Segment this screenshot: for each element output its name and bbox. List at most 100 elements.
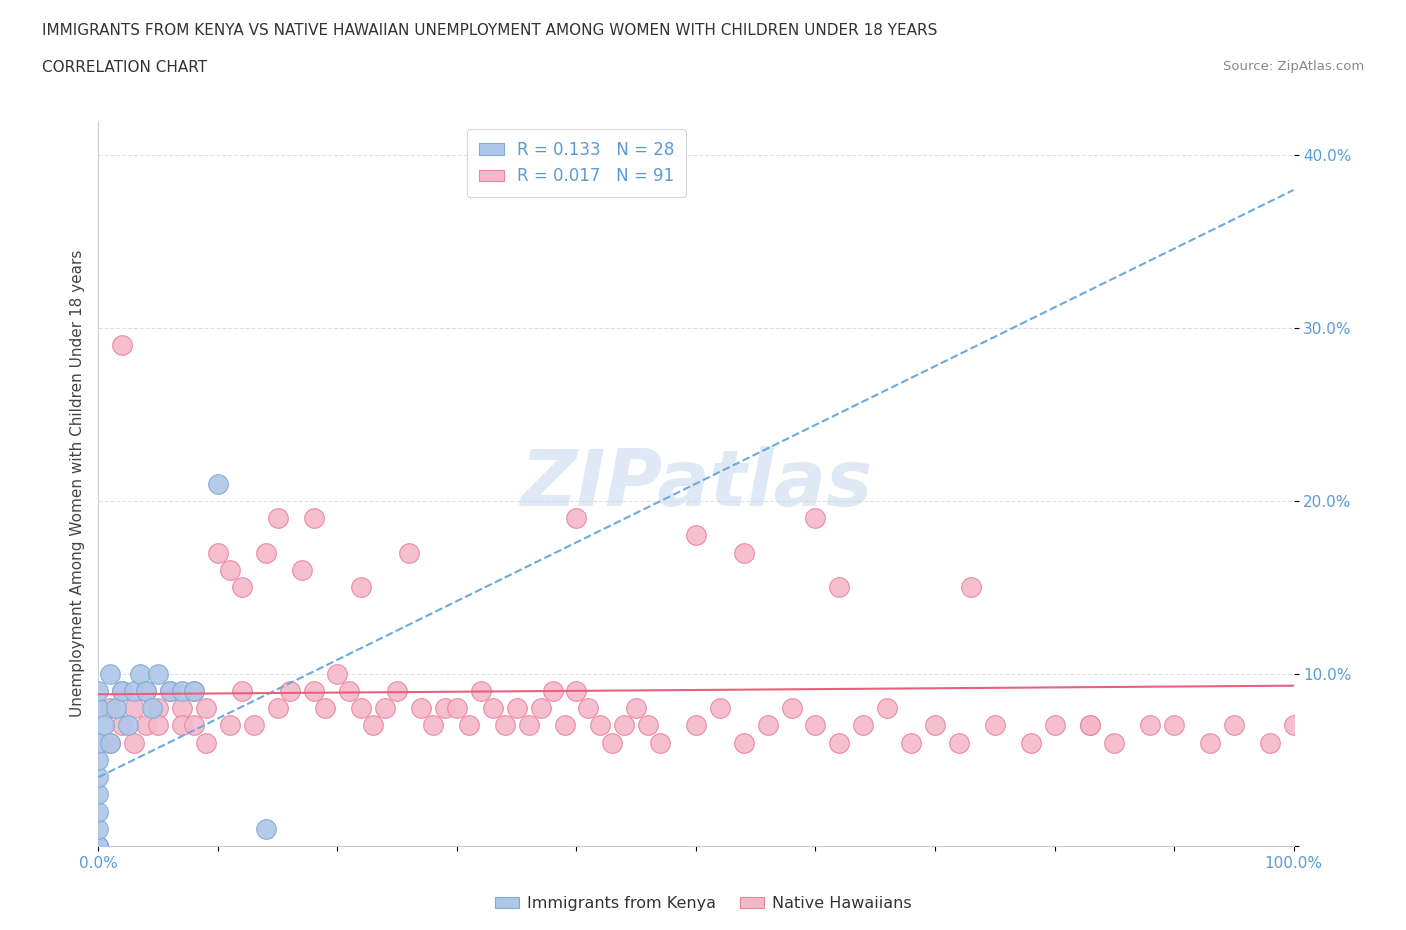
Legend: R = 0.133   N = 28, R = 0.017   N = 91: R = 0.133 N = 28, R = 0.017 N = 91 <box>467 129 686 197</box>
Point <box>685 718 707 733</box>
Point <box>219 718 242 733</box>
Point <box>804 718 827 733</box>
Text: ZIPatlas: ZIPatlas <box>520 445 872 522</box>
Point <box>1163 718 1185 733</box>
Point <box>852 718 875 733</box>
Point <box>93 718 115 733</box>
Point <box>517 718 540 733</box>
Legend: Immigrants from Kenya, Native Hawaiians: Immigrants from Kenya, Native Hawaiians <box>488 890 918 917</box>
Point <box>1282 718 1305 733</box>
Point <box>709 700 731 715</box>
Point <box>87 770 110 785</box>
Point <box>111 684 134 698</box>
Point <box>278 684 301 698</box>
Point <box>148 666 170 681</box>
Point <box>87 839 110 854</box>
Point <box>733 736 755 751</box>
Point <box>98 736 122 751</box>
Point <box>172 718 194 733</box>
Point <box>470 684 492 698</box>
Point <box>129 666 152 681</box>
Point <box>87 839 110 854</box>
Point <box>565 511 588 525</box>
Point <box>541 684 564 698</box>
Point <box>254 545 277 560</box>
Point <box>87 839 110 854</box>
Point <box>984 718 1007 733</box>
Point <box>804 511 827 525</box>
Point <box>87 787 110 802</box>
Point <box>87 700 110 715</box>
Point <box>159 684 181 698</box>
Point <box>434 700 457 715</box>
Point <box>148 718 170 733</box>
Y-axis label: Unemployment Among Women with Children Under 18 years: Unemployment Among Women with Children U… <box>69 250 84 717</box>
Point <box>195 736 218 751</box>
Point <box>207 545 229 560</box>
Point <box>87 736 110 751</box>
Point <box>98 666 122 681</box>
Point <box>315 700 337 715</box>
Point <box>124 736 146 751</box>
Point <box>828 736 851 751</box>
Point <box>135 684 157 698</box>
Point <box>111 338 134 352</box>
Point <box>1043 718 1066 733</box>
Point <box>554 718 576 733</box>
Point <box>756 718 779 733</box>
Point <box>124 684 146 698</box>
Point <box>602 736 624 751</box>
Point <box>105 700 128 715</box>
Text: CORRELATION CHART: CORRELATION CHART <box>42 60 207 75</box>
Point <box>1104 736 1126 751</box>
Point <box>626 700 648 715</box>
Point <box>183 684 205 698</box>
Point <box>1019 736 1042 751</box>
Point <box>87 684 110 698</box>
Point <box>924 718 946 733</box>
Point <box>302 684 325 698</box>
Point <box>876 700 898 715</box>
Point <box>267 511 290 525</box>
Point <box>385 684 409 698</box>
Point <box>172 700 194 715</box>
Point <box>339 684 361 698</box>
Point <box>243 718 266 733</box>
Point <box>1199 736 1222 751</box>
Point <box>195 700 218 715</box>
Point <box>494 718 516 733</box>
Point <box>87 821 110 836</box>
Text: Source: ZipAtlas.com: Source: ZipAtlas.com <box>1223 60 1364 73</box>
Point <box>960 579 983 594</box>
Point <box>183 684 205 698</box>
Point <box>326 666 349 681</box>
Point <box>374 700 396 715</box>
Point <box>219 563 242 578</box>
Point <box>422 718 444 733</box>
Point <box>172 684 194 698</box>
Point <box>135 684 157 698</box>
Point <box>1258 736 1281 751</box>
Point <box>111 718 134 733</box>
Point <box>302 511 325 525</box>
Point <box>565 684 588 698</box>
Point <box>254 821 277 836</box>
Point <box>411 700 433 715</box>
Point <box>98 700 122 715</box>
Point <box>530 700 553 715</box>
Point <box>135 718 157 733</box>
Point <box>87 752 110 767</box>
Point <box>780 700 803 715</box>
Point <box>828 579 851 594</box>
Point <box>648 736 672 751</box>
Point <box>148 700 170 715</box>
Point <box>87 839 110 854</box>
Point <box>141 700 163 715</box>
Point <box>207 476 229 491</box>
Point <box>1080 718 1102 733</box>
Point <box>159 684 181 698</box>
Point <box>1223 718 1246 733</box>
Point <box>98 736 122 751</box>
Point <box>124 700 146 715</box>
Point <box>183 718 205 733</box>
